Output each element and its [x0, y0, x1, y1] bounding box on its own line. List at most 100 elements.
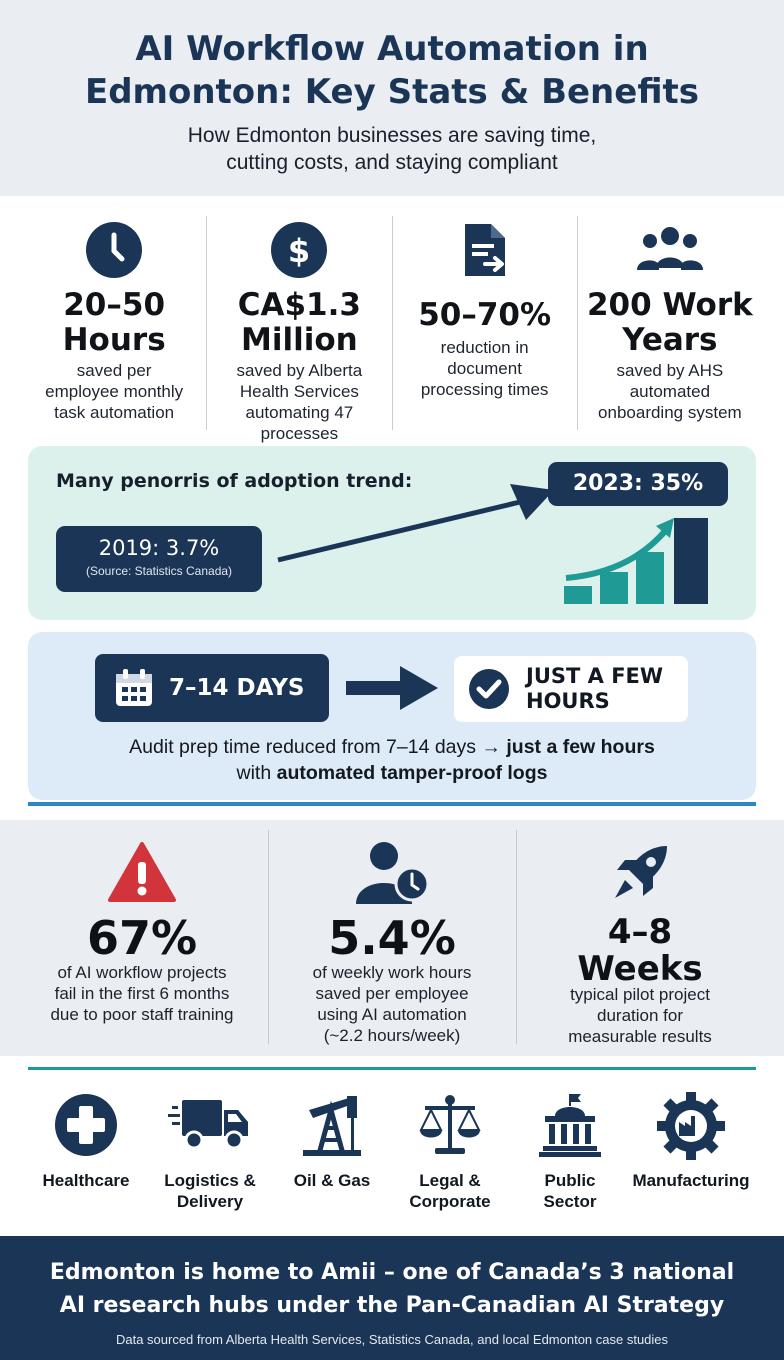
caption-line: fail in the first 6 months — [54, 984, 230, 1003]
stat-value: 50–70% — [393, 298, 577, 333]
divider — [516, 830, 517, 1044]
sector-label: Manufacturing — [624, 1170, 758, 1191]
subtitle-line: cutting costs, and staying compliant — [226, 151, 558, 174]
stat-value-line: 20–50 — [63, 287, 166, 323]
factory-gear-icon — [657, 1092, 725, 1160]
sector-label-line: Legal & — [419, 1171, 481, 1190]
sector-label: Oil & Gas — [272, 1170, 392, 1191]
caption-line: using AI automation — [317, 1005, 467, 1024]
caption-line: measurable results — [568, 1027, 712, 1046]
stat-failure-rate: 67% of AI workflow projects fail in the … — [18, 820, 266, 1056]
document-icon — [464, 224, 505, 276]
title-line: Edmonton: Key Stats & Benefits — [84, 72, 700, 112]
footer-headline: Edmonton is home to Amii – one of Canada… — [0, 1256, 784, 1322]
footer-line: AI research hubs under the Pan-Canadian … — [59, 1293, 725, 1318]
stat-value-line: Million — [241, 322, 358, 358]
audit-desc-text: with — [236, 762, 277, 784]
key-stats-row: 20–50 Hours saved per employee monthly t… — [22, 216, 762, 443]
footer-banner: Edmonton is home to Amii – one of Canada… — [0, 1236, 784, 1360]
trend-start-badge: 2019: 3.7% (Source: Statistics Canada) — [56, 526, 262, 592]
clock-icon — [86, 222, 143, 278]
stat-value-line: 50–70% — [418, 297, 552, 333]
caption-line: saved by Alberta — [236, 361, 363, 380]
header: AI Workflow Automation in Edmonton: Key … — [0, 0, 784, 196]
stat-value: 5.4% — [328, 911, 456, 965]
audit-description: Audit prep time reduced from 7–14 days →… — [28, 734, 756, 786]
trend-arrow-icon — [277, 484, 554, 563]
sector-label: Public Sector — [510, 1170, 630, 1212]
sector-label-line: Public — [544, 1171, 596, 1190]
stat-value: 4–8 Weeks — [516, 914, 764, 988]
subtitle-line: How Edmonton businesses are saving time, — [187, 124, 597, 147]
sector-label-line: Healthcare — [42, 1171, 130, 1190]
caption-line: typical pilot project — [570, 985, 710, 1004]
caption-line: automated — [629, 382, 711, 401]
caption-line: saved per employee — [315, 984, 469, 1003]
audit-panel: 7–14 DAYS JUST A FEW HOURS Audit prep ti… — [28, 632, 756, 800]
stat-cost-saved: $ CA$1.3 Million saved by Alberta Health… — [206, 216, 391, 443]
caption-line: due to poor staff training — [50, 1005, 234, 1024]
before-badge: 7–14 DAYS — [95, 654, 329, 722]
caption-line: processing times — [420, 380, 549, 399]
stat-caption: saved by Alberta Health Services automat… — [207, 360, 391, 444]
stat-caption: typical pilot project duration for measu… — [516, 984, 764, 1047]
calendar-icon — [116, 669, 152, 706]
warning-icon — [108, 842, 176, 902]
sector-label: Legal & Corporate — [390, 1170, 510, 1212]
stat-pilot-duration: 4–8 Weeks typical pilot project duration… — [516, 820, 764, 1056]
sector-label-line: Delivery — [176, 1192, 244, 1211]
rocket-icon — [615, 846, 667, 898]
stat-caption: saved per employee monthly task automati… — [22, 360, 206, 423]
caption-line: task automation — [54, 403, 175, 422]
caption-line: reduction in — [440, 338, 529, 357]
stat-value-line: Hours — [62, 322, 166, 358]
scales-icon — [419, 1095, 481, 1154]
sector-label-line: Sector — [543, 1192, 597, 1211]
caption-line: (~2.2 hours/week) — [323, 1026, 461, 1045]
caption-line: saved by AHS — [616, 361, 724, 380]
stat-value: 20–50 Hours — [22, 288, 206, 358]
stat-hours-saved: 20–50 Hours saved per employee monthly t… — [22, 216, 206, 430]
caption-line: employee monthly — [45, 382, 184, 401]
after-label: JUST A FEW HOURS — [526, 664, 686, 714]
sector-label-line: Logistics & — [164, 1171, 256, 1190]
stat-value: CA$1.3 Million — [207, 288, 391, 358]
stat-caption: reduction in document processing times — [393, 337, 577, 400]
sector-label-line: Manufacturing — [632, 1171, 750, 1190]
stat-hours-percent: 5.4% of weekly work hours saved per empl… — [268, 820, 516, 1056]
caption-line: document — [447, 359, 522, 378]
adoption-trend-panel: Many penorris of adoption trend: 2019: 3… — [28, 446, 756, 620]
audit-desc-text: Audit prep time reduced from 7–14 days → — [129, 736, 507, 758]
stat-value-line: 200 Work — [586, 287, 753, 323]
sector-label-line: Corporate — [409, 1192, 491, 1211]
footer-source: Data sourced from Alberta Health Service… — [115, 1332, 669, 1347]
trend-end-badge: 2023: 35% — [548, 462, 728, 506]
stat-caption: saved by AHS automated onboarding system — [578, 360, 762, 423]
sectors-row: Healthcare Logistics & Delivery Oil & Ga… — [18, 1088, 766, 1218]
stat-value-line: Years — [622, 322, 718, 358]
sector-label: Healthcare — [26, 1170, 146, 1191]
user-clock-icon — [356, 842, 430, 904]
audit-desc-highlight: just a few hours — [506, 736, 655, 758]
after-label-line: JUST A FEW — [526, 664, 664, 688]
divider — [28, 802, 756, 806]
stat-value-line: Weeks — [577, 949, 703, 989]
trend-label: Many penorris of adoption trend: — [56, 470, 413, 492]
medical-cross-icon — [55, 1094, 117, 1156]
divider — [268, 830, 269, 1044]
truck-icon — [168, 1100, 248, 1150]
stat-processing-reduction: 50–70% reduction in document processing … — [391, 216, 577, 430]
caption-line: onboarding system — [598, 403, 742, 422]
divider — [28, 1067, 756, 1070]
title-line: AI Workflow Automation in — [135, 29, 649, 69]
svg-text:$: $ — [288, 232, 310, 270]
stat-work-years: 200 Work Years saved by AHS automated on… — [576, 216, 762, 430]
checkmark-icon — [469, 669, 509, 709]
before-label: 7–14 DAYS — [169, 675, 305, 701]
stat-value-line: 4–8 — [607, 912, 673, 952]
caption-line: duration for — [597, 1006, 683, 1025]
caption-line: Health Services — [239, 382, 359, 401]
caption-line: automating 47 — [245, 403, 354, 422]
challenge-stats-row: 67% of AI workflow projects fail in the … — [0, 820, 784, 1056]
stat-caption: of weekly work hours saved per employee … — [268, 962, 516, 1046]
